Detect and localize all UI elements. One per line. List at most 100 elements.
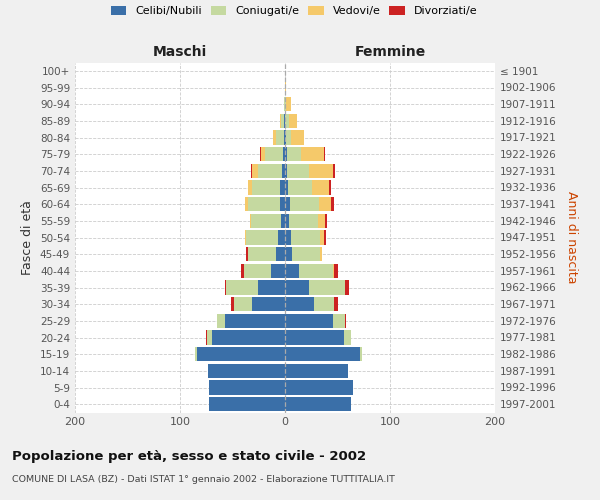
Bar — [317, 214, 325, 228]
Bar — [251, 164, 253, 178]
Text: Femmine: Femmine — [355, 45, 425, 59]
Bar — [319, 197, 331, 211]
Bar — [260, 147, 261, 161]
Bar — [208, 364, 285, 378]
Bar — [285, 180, 288, 194]
Bar — [225, 314, 285, 328]
Bar — [258, 280, 285, 294]
Bar — [288, 180, 312, 194]
Y-axis label: Fasce di età: Fasce di età — [22, 200, 34, 275]
Bar — [359, 347, 362, 361]
Bar — [284, 97, 285, 112]
Bar — [274, 130, 275, 144]
Bar — [320, 230, 324, 244]
Bar — [253, 180, 280, 194]
Bar — [271, 264, 285, 278]
Bar — [285, 147, 287, 161]
Bar — [285, 80, 286, 94]
Bar — [285, 314, 334, 328]
Bar — [208, 330, 212, 344]
Bar — [285, 264, 299, 278]
Bar — [232, 297, 233, 311]
Bar — [209, 380, 285, 394]
Bar — [275, 247, 285, 261]
Y-axis label: Anni di nascita: Anni di nascita — [565, 191, 578, 284]
Bar — [299, 264, 334, 278]
Bar — [334, 264, 337, 278]
Bar — [212, 330, 285, 344]
Bar — [197, 347, 285, 361]
Bar — [217, 314, 225, 328]
Bar — [265, 147, 283, 161]
Bar — [261, 147, 265, 161]
Bar — [287, 147, 301, 161]
Bar — [206, 330, 208, 344]
Bar — [345, 314, 346, 328]
Bar — [309, 164, 334, 178]
Bar — [285, 280, 309, 294]
Bar — [320, 247, 322, 261]
Bar — [283, 147, 285, 161]
Bar — [246, 247, 248, 261]
Bar — [290, 197, 319, 211]
Bar — [225, 280, 226, 294]
Bar — [285, 330, 344, 344]
Bar — [278, 230, 285, 244]
Bar — [233, 297, 253, 311]
Bar — [284, 130, 285, 144]
Bar — [194, 347, 197, 361]
Bar — [285, 130, 286, 144]
Bar — [226, 280, 258, 294]
Bar — [314, 297, 334, 311]
Bar — [324, 147, 325, 161]
Bar — [331, 197, 334, 211]
Bar — [334, 297, 337, 311]
Bar — [325, 214, 327, 228]
Bar — [289, 114, 296, 128]
Bar — [285, 97, 286, 112]
Text: Popolazione per età, sesso e stato civile - 2002: Popolazione per età, sesso e stato civil… — [12, 450, 366, 463]
Bar — [248, 197, 280, 211]
Bar — [282, 164, 285, 178]
Legend: Celibi/Nubili, Coniugati/e, Vedovi/e, Divorziati/e: Celibi/Nubili, Coniugati/e, Vedovi/e, Di… — [111, 6, 477, 16]
Bar — [250, 214, 251, 228]
Bar — [246, 230, 278, 244]
Bar — [281, 114, 284, 128]
Bar — [258, 164, 282, 178]
Bar — [287, 164, 309, 178]
Bar — [344, 330, 351, 344]
Bar — [313, 180, 329, 194]
Bar — [241, 264, 244, 278]
Bar — [334, 314, 345, 328]
Bar — [292, 247, 320, 261]
Bar — [284, 114, 285, 128]
Bar — [286, 130, 292, 144]
Bar — [248, 247, 275, 261]
Bar — [285, 214, 289, 228]
Bar — [286, 97, 292, 112]
Bar — [245, 230, 246, 244]
Bar — [324, 230, 326, 244]
Bar — [280, 180, 285, 194]
Text: Maschi: Maschi — [153, 45, 207, 59]
Bar — [289, 214, 317, 228]
Bar — [345, 280, 349, 294]
Bar — [248, 180, 253, 194]
Text: COMUNE DI LASA (BZ) - Dati ISTAT 1° gennaio 2002 - Elaborazione TUTTITALIA.IT: COMUNE DI LASA (BZ) - Dati ISTAT 1° genn… — [12, 475, 395, 484]
Bar — [209, 397, 285, 411]
Bar — [292, 130, 304, 144]
Bar — [285, 230, 292, 244]
Bar — [334, 164, 335, 178]
Bar — [253, 164, 258, 178]
Bar — [251, 214, 281, 228]
Bar — [285, 297, 314, 311]
Bar — [285, 197, 290, 211]
Bar — [292, 230, 320, 244]
Bar — [285, 164, 287, 178]
Bar — [280, 114, 281, 128]
Bar — [285, 114, 289, 128]
Bar — [253, 297, 285, 311]
Bar — [329, 180, 331, 194]
Bar — [301, 147, 324, 161]
Bar — [245, 197, 248, 211]
